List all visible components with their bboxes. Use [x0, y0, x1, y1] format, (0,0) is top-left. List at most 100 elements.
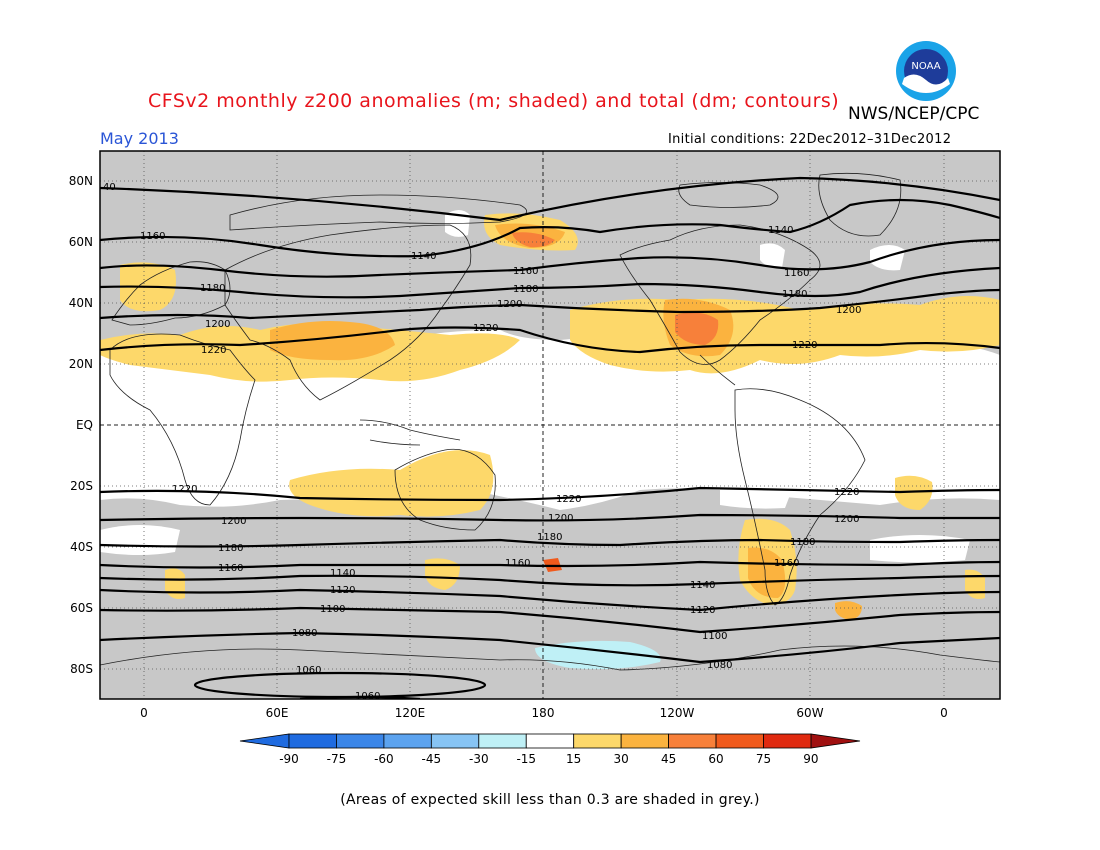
colorbar-tick-label: 60	[708, 752, 723, 766]
contour-label-1180-f: 1180	[790, 537, 815, 548]
height-contours	[100, 176, 1000, 699]
contour-1160-nh	[100, 238, 1000, 278]
contour-label-1160-b: 1160	[513, 266, 538, 277]
contour-1140-nh	[100, 198, 1000, 258]
coastlines	[100, 172, 1000, 671]
longitude-labels: 0 60E 120E 180 120W 60W 0	[140, 706, 948, 720]
colorbar-swatch	[573, 733, 622, 749]
coast-south-america	[734, 388, 866, 606]
contour-label-1200-b: 1200	[205, 319, 230, 330]
lat-label-80n: 80N	[69, 174, 93, 188]
contour-1220-nh	[100, 326, 1000, 354]
lat-label-eq: EQ	[76, 418, 93, 432]
contour-1200-sh	[100, 513, 1000, 522]
colorbar: -90 -75 -60 -45 -30 -15 15 30 45 60 75 90	[239, 733, 861, 766]
gridlines	[100, 151, 1000, 699]
colorbar-swatch	[430, 733, 480, 749]
pos45-north-pacific	[512, 232, 555, 248]
chart-title: CFSv2 monthly z200 anomalies (m; shaded)…	[148, 90, 840, 112]
lon-label-60e: 60E	[266, 706, 289, 720]
colorbar-swatch	[478, 733, 527, 749]
lat-label-40s: 40S	[70, 540, 93, 554]
white-patch-south3	[720, 488, 790, 509]
contour-label-1140-c: 1140	[330, 568, 355, 579]
white-patch-north2	[870, 245, 905, 271]
colorbar-swatch	[288, 733, 337, 749]
contour-1080-sh	[100, 631, 1000, 664]
contour-label-1200-a: 1200	[497, 299, 522, 310]
contour-label-1160-c: 1160	[784, 268, 809, 279]
colorbar-max-arrow	[810, 733, 861, 749]
plot-frame	[99, 150, 1001, 700]
colorbar-swatch	[336, 733, 385, 749]
lat-label-20s: 20S	[70, 479, 93, 493]
contour-label-group: 40 1160 1140 1160 1180 1200 1220 1180 12…	[103, 182, 861, 702]
coast-asia	[224, 224, 472, 401]
colorbar-tick-label: -75	[327, 752, 347, 766]
contour-label-1120-b: 1120	[690, 605, 715, 616]
colorbar-swatch	[525, 733, 575, 749]
white-patch-north3	[760, 243, 785, 269]
contour-label-1140-d: 1140	[690, 580, 715, 591]
noaa-logo: NOAA	[896, 41, 956, 101]
coast-central-america	[699, 354, 736, 386]
contour-label-1220-d: 1220	[172, 484, 197, 495]
contour-label-1220-c: 1220	[792, 340, 817, 351]
contour-label-1200-d: 1200	[221, 516, 246, 527]
contour-label-1200-e: 1200	[548, 513, 573, 524]
colorbar-swatch	[620, 733, 670, 749]
contour-label-1160-d: 1160	[218, 563, 243, 574]
colorbar-swatch	[668, 733, 717, 749]
colorbar-swatch	[763, 733, 812, 749]
lon-label-60w: 60W	[796, 706, 823, 720]
contour-label-1220-b: 1220	[201, 345, 226, 356]
pos45-mexico	[675, 312, 719, 345]
coast-australia	[394, 448, 496, 531]
pos30-south-america	[748, 547, 786, 598]
agency-label: NWS/NCEP/CPC	[848, 104, 980, 124]
contour-label-1140-a: 1140	[411, 251, 436, 262]
contour-label-1060-b: 1060	[355, 691, 380, 702]
colorbar-tick-label: 45	[661, 752, 676, 766]
contour-1120-sh	[100, 588, 1000, 612]
lon-label-0-west: 0	[140, 706, 148, 720]
contour-label-1160-a: 1160	[140, 231, 165, 242]
colorbar-tick-label: 30	[614, 752, 629, 766]
contour-1180-nh	[100, 266, 1000, 299]
pos15-south-atlantic	[895, 475, 933, 510]
contour-label-1200-f: 1200	[834, 514, 859, 525]
coast-greenland	[818, 172, 902, 237]
lat-label-20n: 20N	[69, 357, 93, 371]
contour-label-1100-a: 1100	[320, 604, 345, 615]
noaa-logo-text: NOAA	[911, 61, 940, 72]
white-patch-south1	[100, 525, 180, 555]
lon-label-180: 180	[532, 706, 555, 720]
forecast-month: May 2013	[100, 129, 179, 148]
latitude-labels: 80N 60N 40N 20N EQ 20S 40S 60S 80S	[69, 174, 93, 676]
colorbar-tick-label: -90	[279, 752, 299, 766]
contour-1180-sh	[100, 538, 1000, 548]
contour-label-1160-e: 1160	[505, 558, 530, 569]
pos15-aus-east	[425, 558, 460, 590]
colorbar-tick-label: 15	[566, 752, 581, 766]
contour-1040	[100, 176, 1000, 222]
colorbar-tick-label: -60	[374, 752, 394, 766]
pos15-drake	[835, 601, 862, 620]
lat-label-60n: 60N	[69, 235, 93, 249]
initial-conditions: Initial conditions: 22Dec2012–31Dec2012	[668, 132, 952, 147]
coast-africa	[109, 333, 256, 506]
contour-1200-nh	[100, 288, 1000, 320]
lat-label-60s: 60S	[70, 601, 93, 615]
colorbar-swatch	[715, 733, 764, 749]
colorbar-tick-label: -15	[516, 752, 536, 766]
contour-1160-sh	[100, 560, 1000, 569]
contour-label-1140-b: 1140	[768, 225, 793, 236]
lon-label-120w: 120W	[660, 706, 695, 720]
contour-1220-sh	[100, 486, 1000, 502]
contour-1100-sh	[100, 606, 1000, 634]
contour-label-1180-e: 1180	[537, 532, 562, 543]
contour-label-1180-b: 1180	[200, 283, 225, 294]
contour-label-1060-a: 1060	[296, 665, 321, 676]
contour-label-1180-c: 1180	[782, 289, 807, 300]
